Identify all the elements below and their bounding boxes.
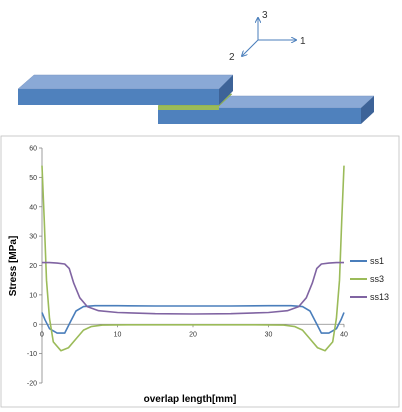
chart-frame — [0, 135, 400, 408]
adhesive-layer-front — [158, 106, 219, 110]
x-tick-label: 0 — [40, 331, 44, 338]
x-tick-label: 40 — [340, 331, 348, 338]
chart-axes: -20 -10 0 10 20 30 40 50 60 0 10 20 30 40 — [27, 146, 348, 388]
y-tick-label: 0 — [33, 322, 37, 329]
x-axis-label: overlap length[mm] — [144, 394, 237, 405]
y-tick-label: -10 — [27, 351, 37, 358]
legend-label-ss13: ss13 — [370, 292, 389, 302]
chart-legend: ss1 ss3 ss13 — [350, 256, 389, 302]
coordinate-axes-indicator: 3 1 2 — [229, 10, 306, 63]
axis-3-label: 3 — [262, 10, 268, 21]
y-tick-label: 30 — [29, 234, 37, 241]
y-tick-label: 40 — [29, 204, 37, 211]
series-line-ss13 — [42, 261, 344, 315]
series-line-ss1 — [41, 304, 345, 334]
stress-chart: -20 -10 0 10 20 30 40 50 60 0 10 20 30 40 Stress [MPa… — [0, 135, 400, 408]
chart-series-lines — [41, 165, 345, 352]
upper-plate-front-face — [18, 89, 219, 105]
axis-2-arrow — [242, 39, 259, 56]
x-tick-label: 10 — [114, 331, 122, 338]
y-tick-label: 60 — [29, 146, 37, 153]
axis-2-label: 2 — [229, 52, 235, 63]
y-tick-label: 20 — [29, 263, 37, 270]
upper-plate-top-face — [17, 74, 234, 90]
lower-plate-front-face — [158, 108, 361, 124]
y-axis-label: Stress [MPa] — [8, 236, 19, 297]
lower-plate-side-face — [361, 96, 374, 124]
x-tick-label: 30 — [265, 331, 273, 338]
y-tick-label: -20 — [27, 381, 37, 388]
upper-plate-side-face — [219, 75, 233, 105]
axis-1-label: 1 — [300, 36, 306, 47]
x-tick-label: 20 — [189, 331, 197, 338]
lap-joint-illustration — [17, 74, 375, 124]
series-line-ss3 — [41, 165, 345, 352]
y-tick-label: 50 — [29, 175, 37, 182]
legend-label-ss3: ss3 — [370, 274, 384, 284]
legend-label-ss1: ss1 — [370, 256, 384, 266]
y-tick-label: 10 — [29, 292, 37, 299]
